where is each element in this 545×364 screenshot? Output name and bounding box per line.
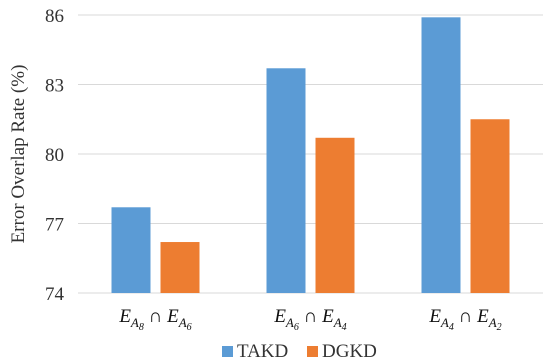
legend-swatch-dgkd bbox=[307, 346, 318, 357]
y-axis-ticks: 74 77 80 83 86 bbox=[45, 6, 65, 305]
x-category-label: EA8 ∩ EA6 bbox=[118, 306, 191, 333]
y-tick-label: 80 bbox=[45, 145, 64, 166]
bar-dgkd-1 bbox=[160, 242, 200, 293]
y-axis-title: Error Overlap Rate (%) bbox=[8, 65, 29, 244]
legend-swatch-takd bbox=[222, 346, 233, 357]
x-category-label: EA6 ∩ EA4 bbox=[273, 306, 346, 333]
grid-lines bbox=[78, 14, 543, 294]
bar-takd-1 bbox=[111, 207, 151, 293]
bar-takd-2 bbox=[266, 68, 306, 294]
bar-dgkd-3 bbox=[470, 119, 510, 293]
y-tick-label: 83 bbox=[45, 76, 64, 97]
bar-takd-3 bbox=[421, 17, 461, 294]
bar-dgkd-2 bbox=[315, 137, 355, 293]
legend-label-dgkd: DGKD bbox=[322, 341, 377, 362]
x-axis-categories: EA8 ∩ EA6 EA6 ∩ EA4 EA4 ∩ EA2 bbox=[118, 306, 501, 333]
y-tick-label: 74 bbox=[45, 284, 65, 305]
y-tick-label: 86 bbox=[45, 6, 64, 27]
legend-label-takd: TAKD bbox=[237, 341, 288, 362]
bars bbox=[111, 17, 510, 294]
legend: TAKD DGKD bbox=[222, 341, 377, 362]
y-tick-label: 77 bbox=[45, 215, 64, 236]
x-category-label: EA4 ∩ EA2 bbox=[428, 306, 501, 333]
